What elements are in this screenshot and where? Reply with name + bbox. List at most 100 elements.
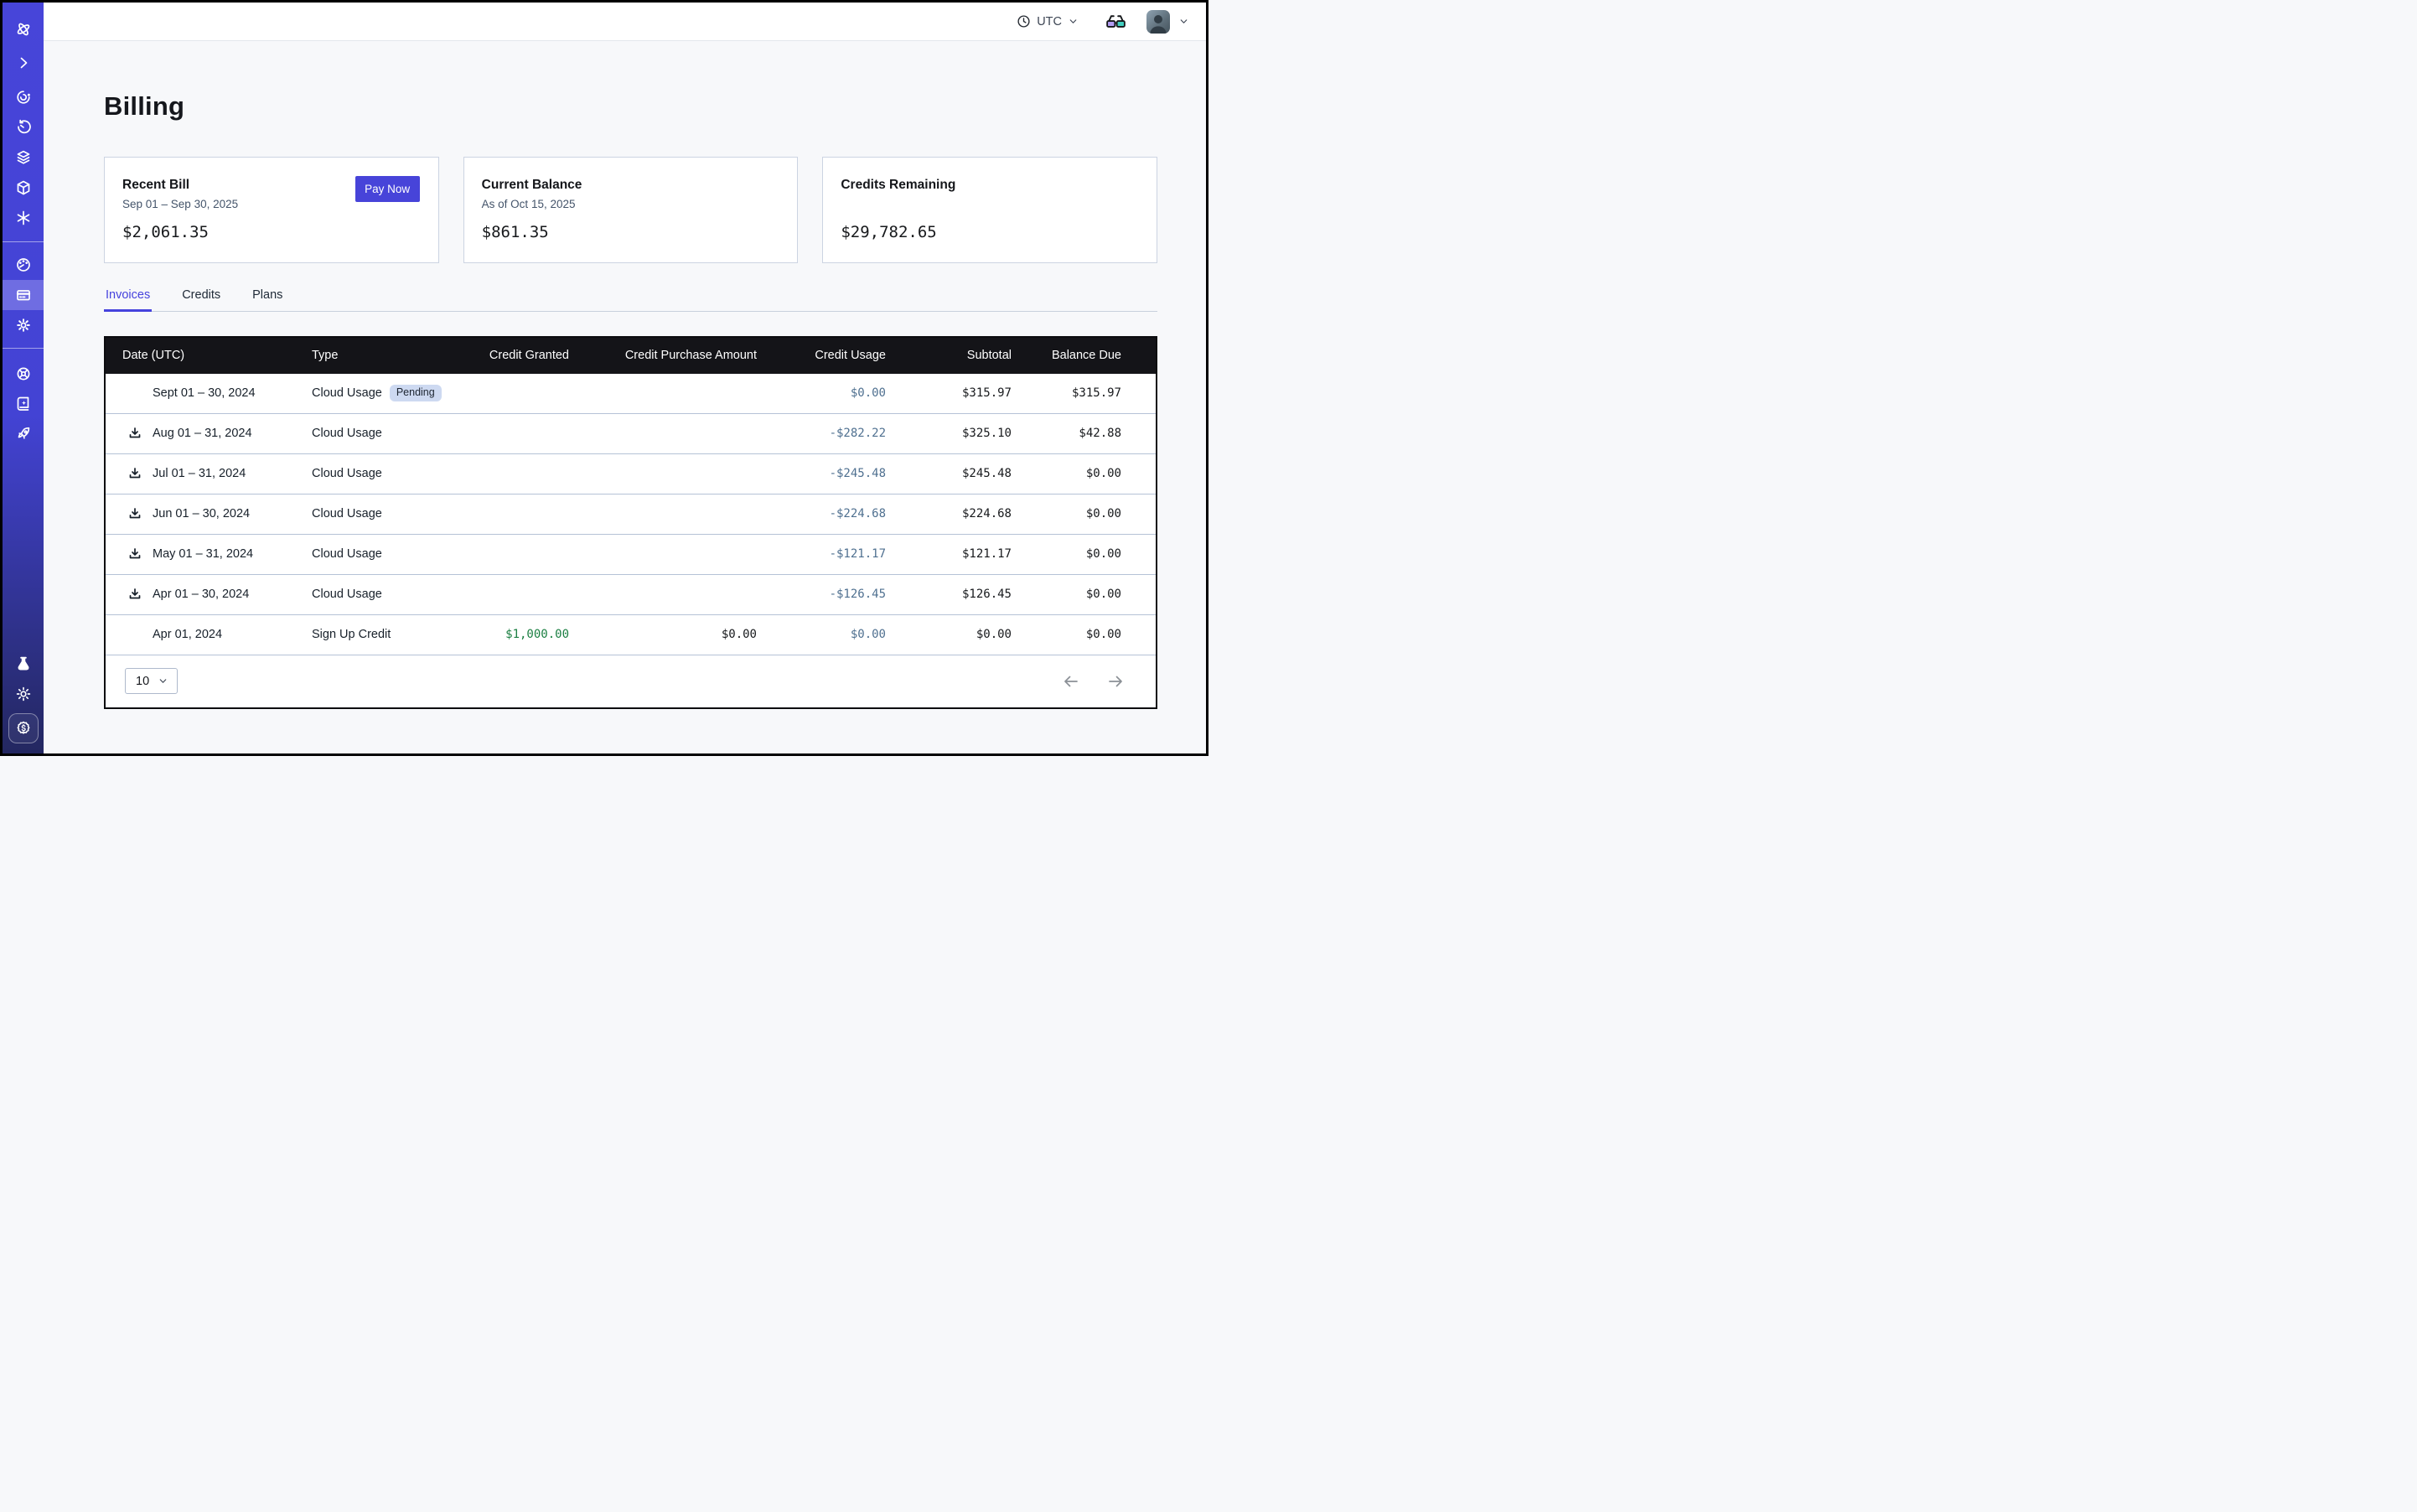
download-invoice-icon[interactable] xyxy=(128,507,142,520)
table-row: Jul 01 – 31, 2024 Cloud Usage -$245.48 $… xyxy=(106,454,1156,495)
app-logo-icon[interactable] xyxy=(3,14,44,44)
pay-now-button[interactable]: Pay Now xyxy=(355,176,420,202)
subtotal-value: $315.97 xyxy=(886,386,1012,400)
current-balance-card: Current Balance As of Oct 15, 2025 $861.… xyxy=(463,157,799,263)
credit-usage-value: $0.00 xyxy=(757,386,886,400)
subtotal-value: $325.10 xyxy=(886,427,1012,440)
sidebar-item-settings[interactable] xyxy=(3,310,44,340)
sidebar-item-nexus[interactable] xyxy=(3,203,44,233)
billing-tabs: Invoices Credits Plans xyxy=(104,288,1157,312)
balance-due-value: $0.00 xyxy=(1012,588,1121,601)
table-footer: 10 xyxy=(106,655,1156,707)
col-credit-granted: Credit Granted xyxy=(458,349,569,362)
table-row: Apr 01 – 30, 2024 Cloud Usage -$126.45 $… xyxy=(106,575,1156,615)
sidebar-item-namespaces[interactable] xyxy=(3,142,44,173)
col-credit-usage: Credit Usage xyxy=(757,349,886,362)
invoice-date: Sept 01 – 30, 2024 xyxy=(153,386,256,400)
sidebar-divider xyxy=(3,241,44,242)
download-invoice-icon[interactable] xyxy=(128,547,142,561)
sidebar-item-workflows[interactable] xyxy=(3,82,44,112)
col-credit-purchase-amount: Credit Purchase Amount xyxy=(569,349,757,362)
invoice-type: Cloud Usage xyxy=(312,427,382,440)
subtotal-value: $0.00 xyxy=(886,628,1012,641)
current-balance-amount: $861.35 xyxy=(482,223,779,241)
invoices-table: Date (UTC) Type Credit Granted Credit Pu… xyxy=(104,336,1157,709)
sidebar-item-labs-flask-icon[interactable] xyxy=(3,649,44,679)
balance-due-value: $315.97 xyxy=(1012,386,1121,400)
col-type: Type xyxy=(295,349,458,362)
invoice-date: Jun 01 – 30, 2024 xyxy=(153,507,250,520)
sidebar-item-schedules[interactable] xyxy=(3,112,44,142)
sidebar-item-support[interactable] xyxy=(3,359,44,389)
table-row: Sept 01 – 30, 2024 Cloud UsagePending $0… xyxy=(106,374,1156,414)
download-invoice-icon[interactable] xyxy=(128,588,142,601)
subtotal-value: $224.68 xyxy=(886,507,1012,520)
invoice-date: Aug 01 – 31, 2024 xyxy=(153,427,252,440)
sidebar-item-docs[interactable] xyxy=(3,389,44,419)
sidebar-collapse-chevron-icon[interactable] xyxy=(3,48,44,78)
credits-remaining-card: Credits Remaining $29,782.65 xyxy=(822,157,1157,263)
app-window: UTC Billing Recent Bill Sep 01 – Sep 30,… xyxy=(0,0,1208,756)
credit-usage-value: -$121.17 xyxy=(757,547,886,561)
page-title: Billing xyxy=(104,91,1157,122)
invoice-date: Apr 01 – 30, 2024 xyxy=(153,588,249,601)
balance-due-value: $42.88 xyxy=(1012,427,1121,440)
download-invoice-icon[interactable] xyxy=(128,467,142,480)
invoice-type: Cloud Usage xyxy=(312,507,382,520)
card-title: Credits Remaining xyxy=(841,178,1138,193)
subtotal-value: $126.45 xyxy=(886,588,1012,601)
subtotal-value: $121.17 xyxy=(886,547,1012,561)
col-balance-due: Balance Due xyxy=(1012,349,1121,362)
billing-page: Billing Recent Bill Sep 01 – Sep 30, 202… xyxy=(44,41,1206,753)
clock-icon xyxy=(1017,14,1031,28)
invoice-date: May 01 – 31, 2024 xyxy=(153,547,253,561)
sidebar-divider xyxy=(3,348,44,349)
page-size-value: 10 xyxy=(136,675,149,688)
sidebar-item-deployments[interactable] xyxy=(3,173,44,203)
credit-usage-value: -$282.22 xyxy=(757,427,886,440)
labs-glasses-icon[interactable] xyxy=(1105,14,1126,29)
card-subtitle xyxy=(841,198,1138,211)
status-badge: Pending xyxy=(390,385,442,401)
tab-invoices[interactable]: Invoices xyxy=(104,288,152,312)
sidebar xyxy=(3,3,44,753)
sidebar-item-billing[interactable] xyxy=(3,280,44,310)
invoice-date: Jul 01 – 31, 2024 xyxy=(153,467,246,480)
summary-cards: Recent Bill Sep 01 – Sep 30, 2025 $2,061… xyxy=(104,157,1157,263)
recent-bill-amount: $2,061.35 xyxy=(122,223,420,241)
table-row: Aug 01 – 31, 2024 Cloud Usage -$282.22 $… xyxy=(106,414,1156,454)
billing-support-dollar-icon[interactable] xyxy=(8,713,39,743)
avatar[interactable] xyxy=(1146,10,1170,34)
invoice-type: Cloud Usage xyxy=(312,467,382,480)
chevron-down-icon xyxy=(158,676,168,686)
chevron-down-icon xyxy=(1068,16,1079,27)
balance-due-value: $0.00 xyxy=(1012,547,1121,561)
tab-plans[interactable]: Plans xyxy=(251,288,284,312)
card-title: Current Balance xyxy=(482,178,779,193)
tab-credits[interactable]: Credits xyxy=(180,288,222,312)
sidebar-item-usage[interactable] xyxy=(3,250,44,280)
page-size-select[interactable]: 10 xyxy=(125,668,178,694)
timezone-selector[interactable]: UTC xyxy=(1017,14,1079,28)
credit-purchase-value: $0.00 xyxy=(569,628,757,641)
next-page-arrow-icon[interactable] xyxy=(1107,673,1124,690)
download-invoice-icon[interactable] xyxy=(128,427,142,440)
account-menu-chevron-icon[interactable] xyxy=(1178,16,1189,27)
credit-usage-value: -$224.68 xyxy=(757,507,886,520)
col-date: Date (UTC) xyxy=(106,349,295,362)
credit-usage-value: -$245.48 xyxy=(757,467,886,480)
subtotal-value: $245.48 xyxy=(886,467,1012,480)
topbar: UTC xyxy=(44,3,1206,41)
balance-due-value: $0.00 xyxy=(1012,507,1121,520)
credit-usage-value: -$126.45 xyxy=(757,588,886,601)
table-row: May 01 – 31, 2024 Cloud Usage -$121.17 $… xyxy=(106,535,1156,575)
theme-toggle-sun-icon[interactable] xyxy=(3,679,44,709)
card-subtitle: As of Oct 15, 2025 xyxy=(482,198,779,211)
sidebar-item-getting-started-rocket-icon[interactable] xyxy=(3,419,44,449)
col-subtotal: Subtotal xyxy=(886,349,1012,362)
previous-page-arrow-icon[interactable] xyxy=(1063,673,1079,690)
invoice-type: Sign Up Credit xyxy=(312,628,391,641)
timezone-label: UTC xyxy=(1037,15,1062,28)
table-row: Apr 01, 2024 Sign Up Credit $1,000.00 $0… xyxy=(106,615,1156,655)
table-header: Date (UTC) Type Credit Granted Credit Pu… xyxy=(106,338,1156,374)
